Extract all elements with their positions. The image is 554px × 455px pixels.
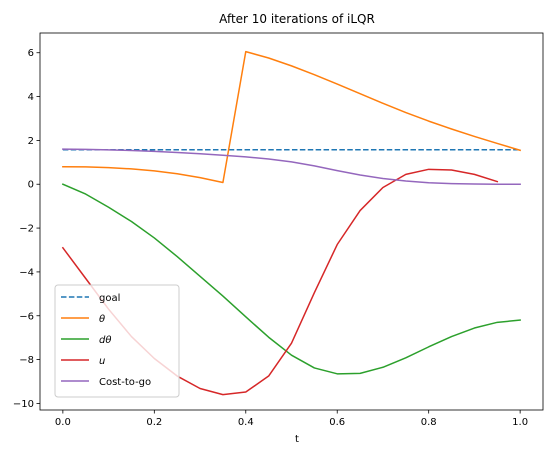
- x-tick-label: 0.8: [421, 417, 437, 428]
- axes-frame: [39, 32, 544, 411]
- y-tick-label: −6: [19, 311, 34, 322]
- y-tick-label: 4: [28, 92, 34, 103]
- y-tick-label: −10: [13, 399, 34, 410]
- axes-layer: 0.0 0.2 0.4 0.6 0.8 1.0 −10 −8 −6 −4 −2 0 2 4 6: [13, 32, 544, 428]
- y-tick-label: 2: [28, 136, 34, 147]
- x-tick-label: 0.2: [146, 417, 162, 428]
- series-line-1: [62, 50, 522, 184]
- legend-label-1: θ: [99, 314, 105, 325]
- x-tick-label: 0.4: [238, 417, 254, 428]
- legend-label-3: u: [99, 356, 105, 367]
- x-tick-label: 0.0: [55, 417, 71, 428]
- x-axis-label: t: [295, 434, 299, 445]
- y-tick-label: −4: [19, 267, 34, 278]
- y-tick-label: −8: [19, 355, 34, 366]
- series-line-4: [62, 148, 521, 185]
- y-tick-label: 0: [28, 180, 34, 191]
- legend-label-0: goal: [99, 293, 120, 304]
- chart-title: After 10 iterations of iLQR: [219, 12, 375, 26]
- series-line-2: [61, 183, 521, 375]
- legend-label-2: dθ: [99, 335, 111, 346]
- legend: goal θ dθ u Cost-to-go: [54, 284, 180, 398]
- x-tick-label: 1.0: [512, 417, 528, 428]
- x-tick-label: 0.6: [329, 417, 345, 428]
- legend-box: [54, 284, 180, 398]
- legend-label-4: Cost-to-go: [99, 377, 151, 388]
- y-tick-label: −2: [19, 224, 34, 235]
- y-tick-label: 6: [28, 48, 34, 59]
